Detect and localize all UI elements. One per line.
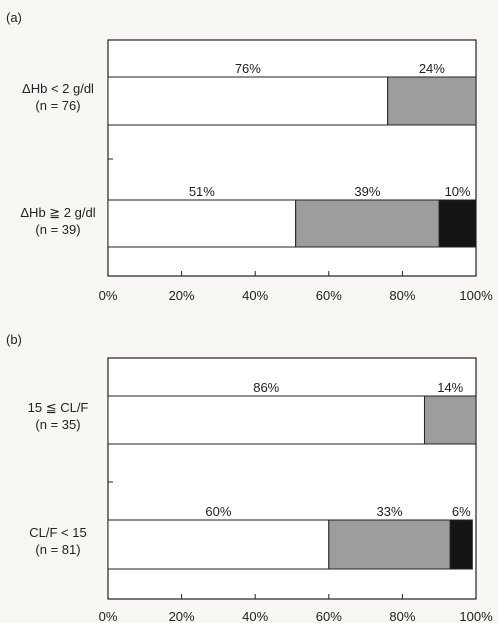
panel-a-category-2-n: (n = 39) (35, 222, 80, 237)
panel-b-bar-2-segment-2-label: 33% (377, 504, 403, 519)
panel-a-category-1-label: ΔHb < 2 g/dl (22, 81, 94, 96)
panel-b-category-1-label: 15 ≦ CL/F (28, 400, 89, 415)
panel-a-x-tick-label-3: 40% (242, 288, 268, 303)
panel-b-x-tick-label-1: 0% (99, 609, 118, 623)
panel-a-bar-2-segment-3-label: 10% (445, 184, 471, 199)
panel-b-bar-2-segment-2 (328, 519, 451, 570)
panel-b-x-tick-label-4: 60% (316, 609, 342, 623)
panel-a-category-2-label: ΔHb ≧ 2 g/dl (20, 205, 95, 220)
panel-a-bar-2-segment-3 (438, 199, 477, 248)
panel-a-category-1-n: (n = 76) (35, 98, 80, 113)
panel-b-category-1-n: (n = 35) (35, 417, 80, 432)
panel-b-bar-1-segment-1 (107, 395, 425, 445)
panel-a-x-tick-label-4: 60% (316, 288, 342, 303)
panel-a-x-tick-label-2: 20% (169, 288, 195, 303)
panel-b-bar-2-segment-3-label: 6% (452, 504, 471, 519)
panel-a-x-tick-label-5: 80% (389, 288, 415, 303)
panel-a-x-tick-label-6: 100% (459, 288, 493, 303)
panel-a-bar-1-segment-1-label: 76% (235, 61, 261, 76)
panel-b-bar-1-segment-2 (423, 395, 477, 445)
panel-b-x-tick-label-3: 40% (242, 609, 268, 623)
panel-b-bar-2-segment-3 (449, 519, 473, 570)
panel-b: (b) 86% 14% 60% 33% 6% 15 ≦ CL/F (n = 35) CL… (6, 332, 493, 623)
panel-b-bar-1-segment-1-label: 86% (253, 380, 279, 395)
panel-a-bar-1-segment-2 (387, 76, 477, 126)
panel-a-bar-2-segment-2-label: 39% (354, 184, 380, 199)
panel-a-bar-2-segment-1 (107, 199, 297, 248)
panel-a-bars: 76% 24% 51% 39% 10% (107, 61, 477, 248)
panel-b-x-axis: 0% 20% 40% 60% 80% 100% (99, 481, 493, 623)
panel-b-category-2-n: (n = 81) (35, 542, 80, 557)
panel-a: (a) 76% 24% 51% 39% 10% ΔHb < 2 g/dl (n = 76… (6, 10, 493, 303)
panel-a-x-tick-label-1: 0% (99, 288, 118, 303)
panel-b-category-2-label: CL/F < 15 (29, 525, 86, 540)
panel-a-bar-1-segment-1 (107, 76, 389, 126)
panel-a-bar-1-segment-2-label: 24% (419, 61, 445, 76)
panel-b-x-tick-label-6: 100% (459, 609, 493, 623)
panel-b-bar-2-segment-1 (107, 519, 330, 570)
panel-a-x-axis: 0% 20% 40% 60% 80% 100% (99, 158, 493, 303)
panel-b-x-tick-label-2: 20% (169, 609, 195, 623)
panel-b-bars: 86% 14% 60% 33% 6% (107, 380, 477, 570)
panel-b-bar-2-segment-1-label: 60% (205, 504, 231, 519)
panel-b-x-tick-label-5: 80% (389, 609, 415, 623)
panel-a-bar-2-segment-1-label: 51% (189, 184, 215, 199)
panel-a-label: (a) (6, 10, 22, 25)
panel-b-label: (b) (6, 332, 22, 347)
panel-a-bar-2-segment-2 (295, 199, 440, 248)
panel-b-bar-1-segment-2-label: 14% (437, 380, 463, 395)
